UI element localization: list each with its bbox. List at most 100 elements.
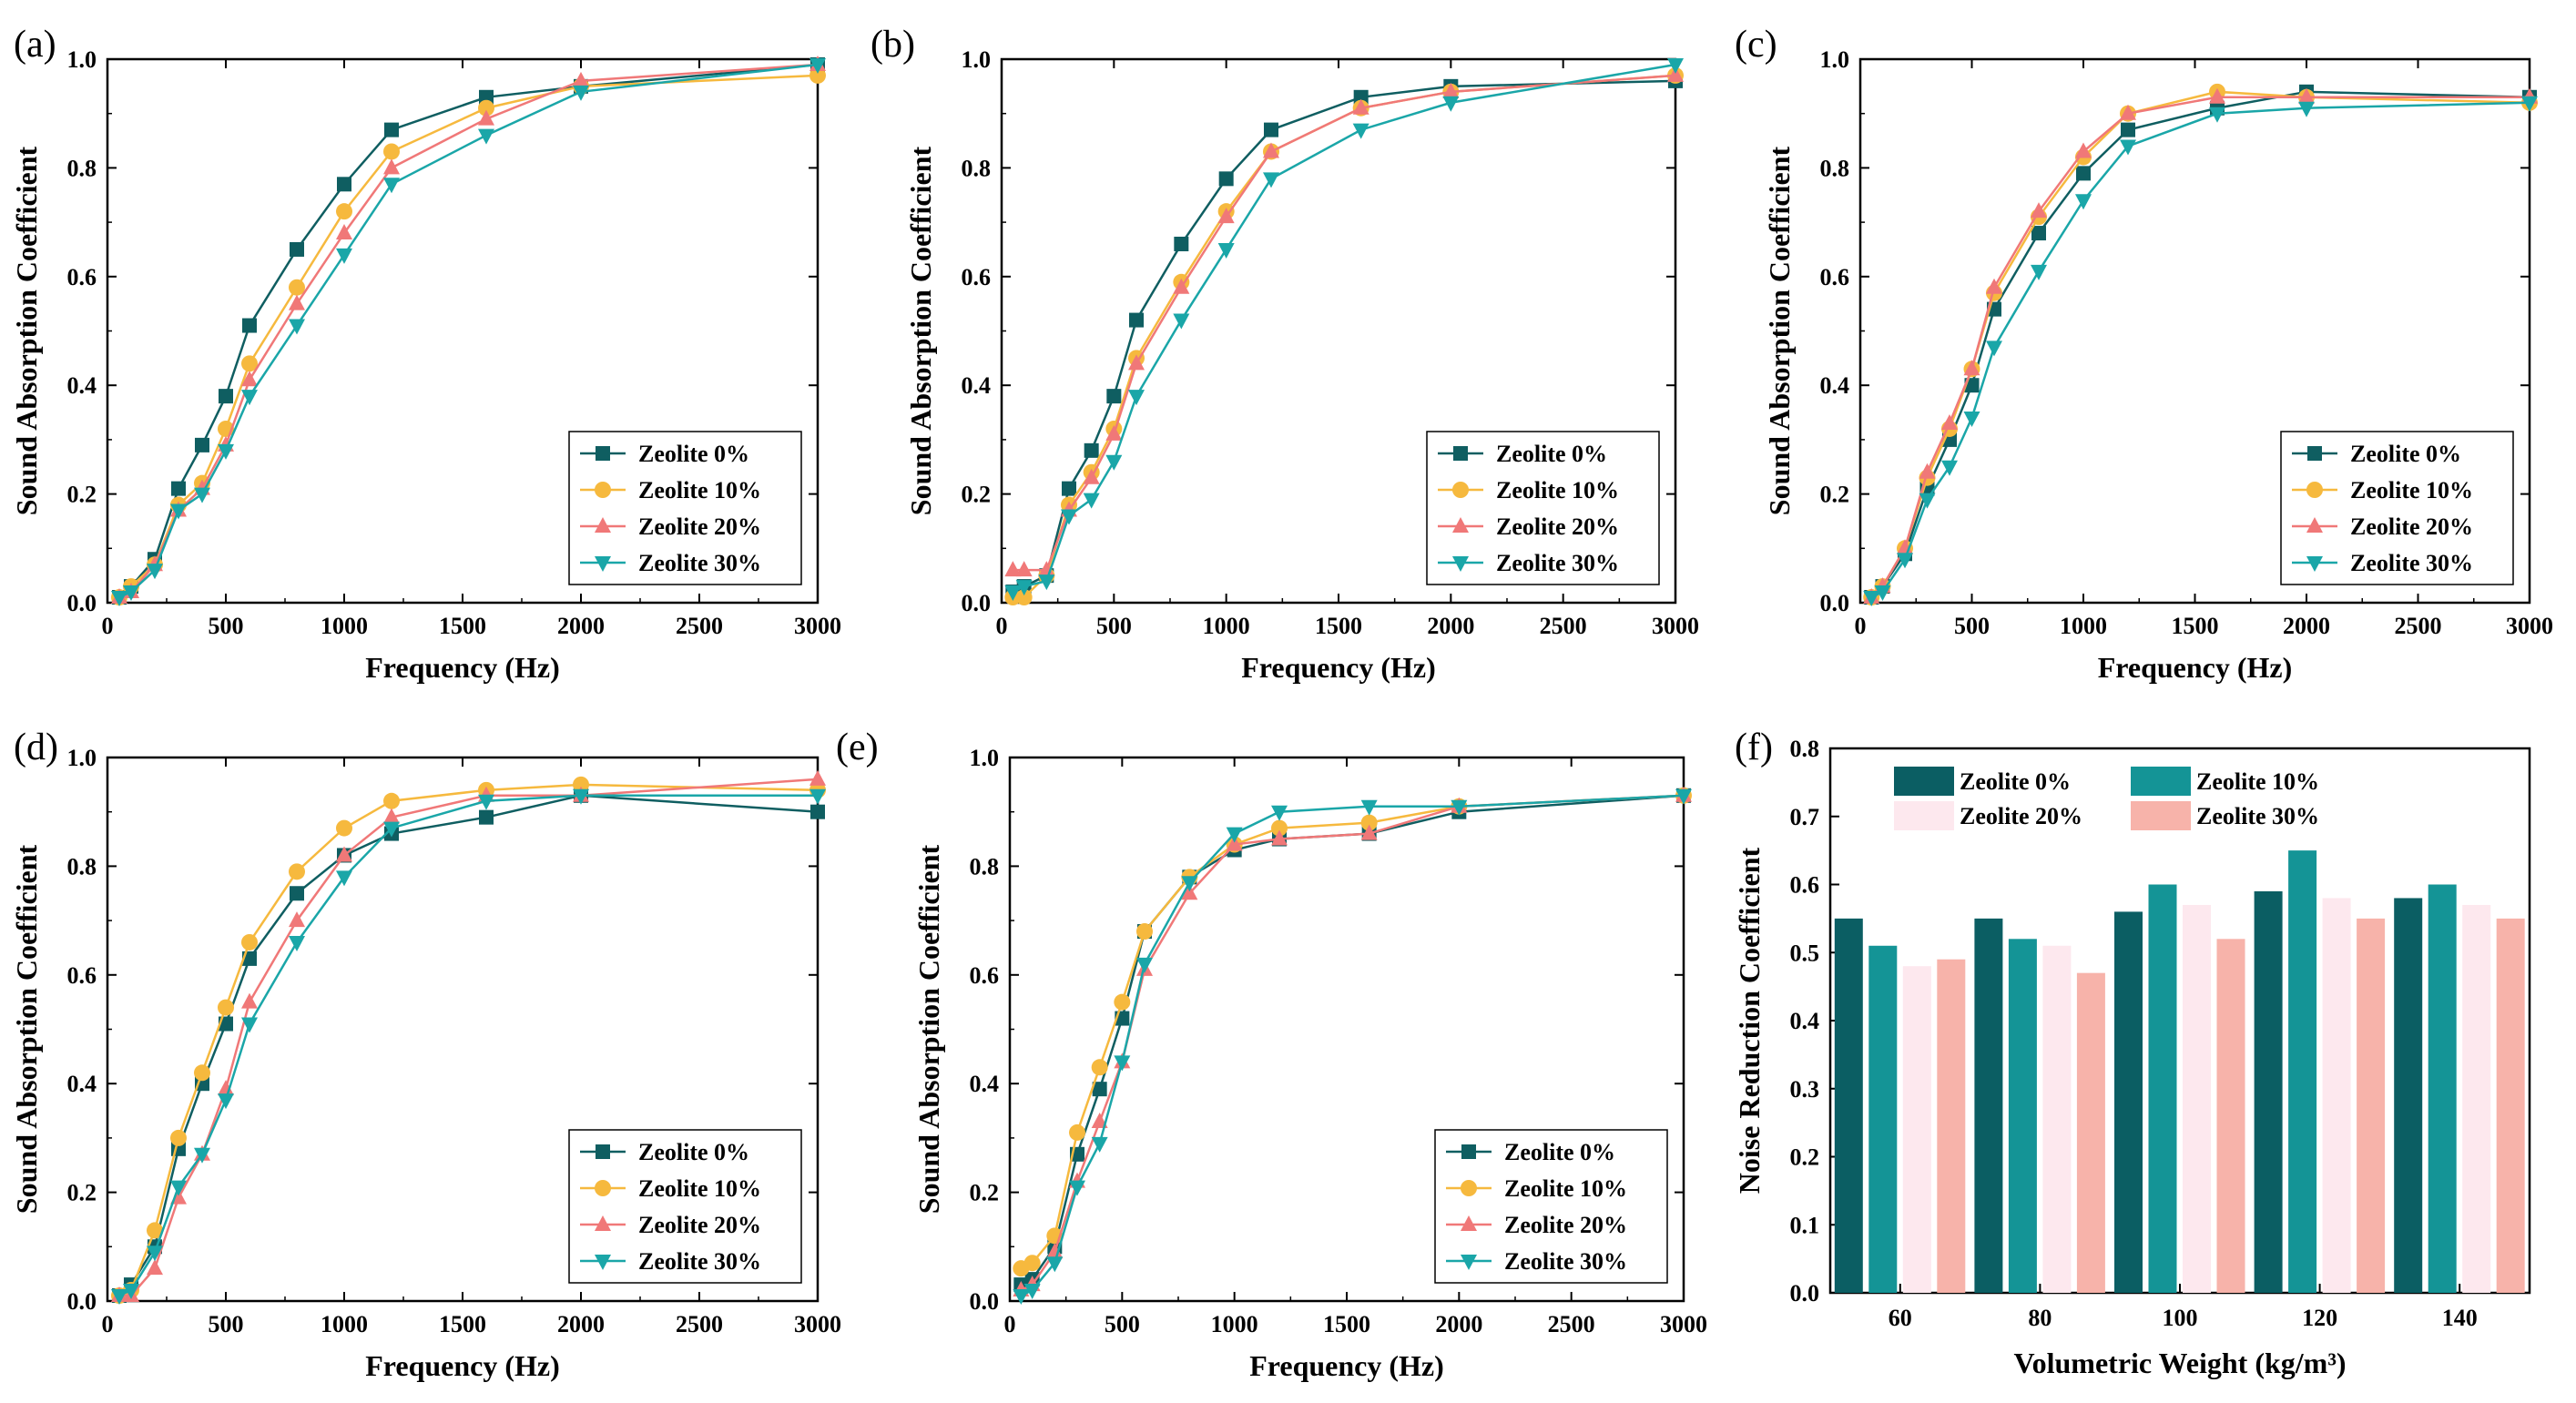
legend-marker [1452,556,1469,572]
bar [2042,945,2072,1293]
data-point [1874,585,1891,602]
data-point [1114,1055,1131,1072]
y-tick-label: 0.1 [1790,1212,1820,1238]
y-tick-label: 0.8 [970,853,1000,879]
x-tick-label: 1500 [439,613,486,639]
legend-marker [1452,482,1469,498]
legend-marker [595,1180,611,1196]
panel-label: (e) [836,727,879,768]
data-point [383,808,400,824]
bar [2288,850,2317,1293]
legend-marker [596,1144,610,1159]
data-point [1217,208,1235,224]
data-point [1128,354,1145,371]
data-point [194,1064,210,1082]
bar [2183,904,2211,1293]
data-point [170,503,187,520]
x-tick-label: 2500 [676,613,723,639]
legend-label: Zeolite 20% [1504,1212,1627,1238]
data-point [809,788,826,805]
y-tick-label: 0.8 [67,853,97,879]
data-point [1061,509,1077,525]
legend: Zeolite 0% Zeolite 10% Zeolite 20% Zeolite … [568,431,802,585]
y-tick-label: 0.6 [1820,264,1850,290]
legend-label: Zeolite 30% [1504,1248,1627,1275]
x-tick-label: 100 [2163,1305,2198,1331]
data-point [383,158,400,175]
legend-swatch [2131,801,2191,830]
line-chart-panel: 0 500 1000 1500 2000 2500 3000 0.0 0.2 0.4 0.6 0.8 1… [904,46,1699,684]
data-point [337,177,351,192]
y-tick-label: 0.6 [67,264,97,290]
legend-marker [595,1255,611,1270]
data-point [1114,993,1131,1011]
data-point [1217,242,1235,259]
y-tick-label: 0.2 [970,1180,1000,1206]
data-point [2031,264,2047,280]
x-tick-label: 3000 [794,613,841,639]
x-tick-label: 140 [2442,1305,2478,1331]
data-point [1174,236,1189,251]
x-tick-label: 60 [1889,1305,1912,1331]
legend-marker [1461,1215,1477,1231]
data-point [336,248,352,264]
x-tick-label: 1500 [2172,613,2219,639]
y-tick-label: 0.0 [970,1288,1000,1315]
data-point [289,911,305,928]
x-tick-label: 1000 [2060,613,2107,639]
data-point [147,1222,163,1239]
data-point [336,224,352,240]
data-point [478,109,494,126]
data-point [1023,1255,1041,1272]
data-point [241,1017,258,1033]
bar [2114,911,2143,1293]
x-tick-label: 2000 [1435,1311,1482,1337]
legend-marker [2307,446,2322,461]
bar [2008,939,2037,1293]
data-point [1218,171,1234,187]
x-tick-label: 1000 [1211,1311,1258,1337]
data-point [1091,1112,1108,1128]
data-point [2209,107,2225,123]
y-tick-label: 0.6 [67,962,97,989]
data-point [1013,1289,1030,1306]
data-point [241,390,258,406]
data-point [573,776,589,793]
bar [1974,918,2003,1293]
x-tick-label: 500 [1954,613,1990,639]
legend-marker [596,446,610,461]
line-chart-panel: 0 500 1000 1500 2000 2500 3000 0.0 0.2 0.4 0.6 0.8 1… [912,745,1707,1382]
y-tick-label: 0.6 [1790,872,1820,899]
data-point [809,769,826,786]
legend-label: Zeolite 10% [2196,768,2319,795]
data-point [810,804,825,819]
data-point [1352,98,1369,115]
data-point [2521,96,2538,112]
data-point [1015,561,1033,577]
legend-marker [1461,1144,1476,1159]
y-axis-title: Sound Absorption Coefficient [904,146,937,515]
y-tick-label: 0.2 [1820,482,1850,508]
legend-marker [595,556,611,572]
y-tick-label: 0.4 [67,372,97,399]
legend: Zeolite 0% Zeolite 10% Zeolite 20% Zeolite … [1434,1129,1668,1284]
data-point [123,585,139,602]
data-point [336,819,352,837]
y-tick-label: 0.8 [1790,736,1820,762]
data-point [147,1245,163,1262]
data-point [1181,884,1198,900]
data-point [1941,460,1958,476]
legend-label: Zeolite 10% [1504,1175,1627,1202]
data-point [1271,829,1288,846]
legend-marker [595,482,611,498]
data-point [1083,493,1100,509]
y-tick-label: 0.3 [1790,1076,1820,1103]
data-point [336,870,352,887]
data-point [1069,1123,1085,1141]
y-tick-label: 0.7 [1790,804,1820,830]
data-point [123,1284,139,1300]
data-point [2076,166,2091,181]
data-point [383,792,400,809]
y-axis-title: Sound Absorption Coefficient [10,844,43,1214]
bar [2254,890,2283,1293]
